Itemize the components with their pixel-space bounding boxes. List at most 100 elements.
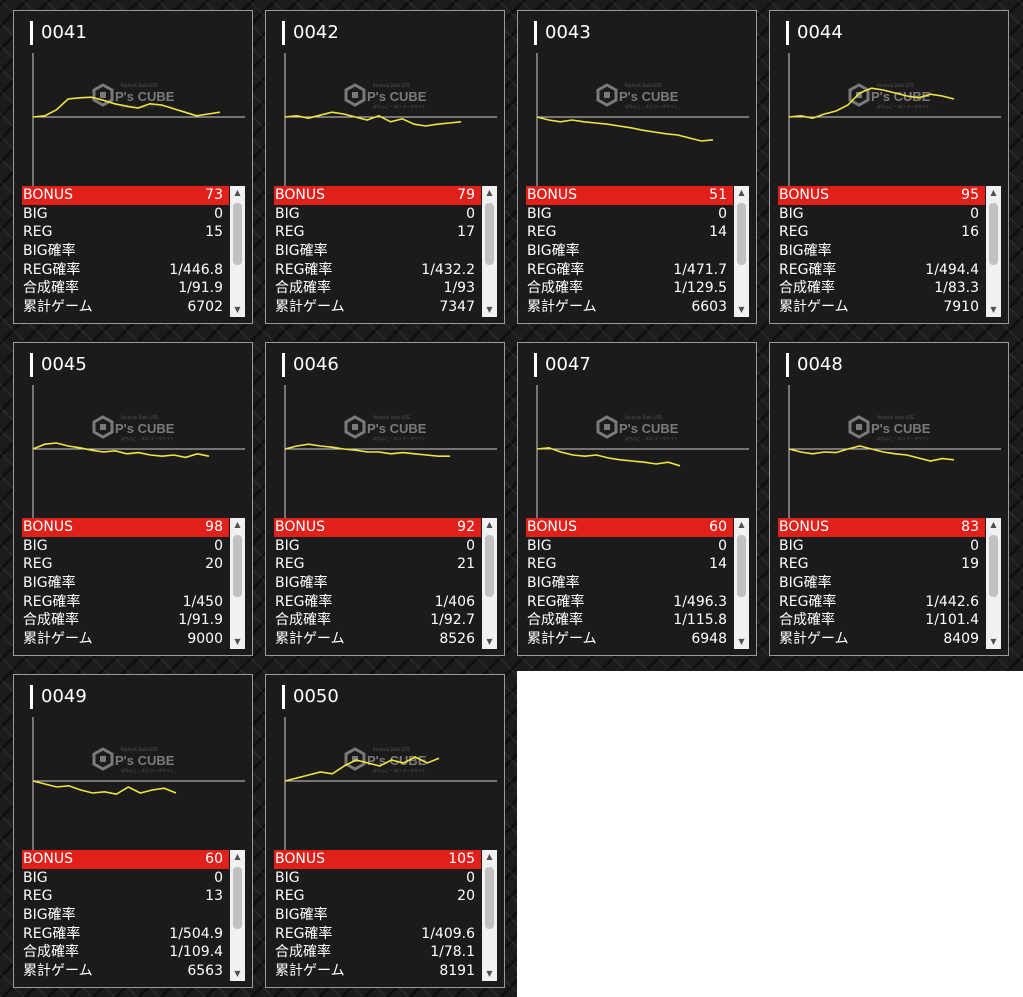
scroll-up-icon[interactable]: ▲ — [486, 188, 493, 197]
table-scrollbar[interactable]: ▲ ▼ — [734, 518, 749, 649]
data-table: BONUS 73 BIG 0 REG 15 BIG確率 REG確率 1/446.8 合成確率 1/9… — [22, 186, 229, 317]
scroll-thumb[interactable] — [233, 867, 242, 929]
scroll-down-icon[interactable]: ▼ — [990, 637, 997, 646]
scroll-thumb[interactable] — [233, 203, 242, 265]
row-label: BIG確率 — [23, 243, 76, 260]
machine-card[interactable]: 0049 P's CUBE Pachislo Data SITE ぱちんこ・スロ デー… — [13, 674, 253, 988]
logo-tagline-bottom: ぱちんこ・スロ データサイト — [121, 103, 174, 109]
row-value: 1/446.8 — [169, 261, 223, 278]
row-label: BIG — [275, 205, 300, 222]
row-label: BIG — [779, 537, 804, 554]
graph-line — [284, 443, 450, 457]
scroll-down-icon[interactable]: ▼ — [234, 637, 241, 646]
scroll-thumb[interactable] — [737, 203, 746, 265]
machine-card[interactable]: 0046 P's CUBE Pachislo Data SITE ぱちんこ・スロ デー… — [265, 342, 505, 656]
row-value: 0 — [214, 205, 223, 222]
machine-card[interactable]: 0044 P's CUBE Pachislo Data SITE ぱちんこ・スロ デー… — [769, 10, 1009, 324]
scroll-thumb[interactable] — [989, 535, 998, 597]
table-scrollbar[interactable]: ▲ ▼ — [230, 518, 245, 649]
table-row-bonus: BONUS 95 — [778, 186, 985, 205]
table-row-big-rate: BIG確率 — [274, 574, 481, 593]
scroll-down-icon[interactable]: ▼ — [990, 305, 997, 314]
logo-tagline-top: Pachislo Data SITE — [625, 415, 662, 420]
row-value: 6603 — [691, 299, 727, 316]
scroll-up-icon[interactable]: ▲ — [990, 520, 997, 529]
scroll-up-icon[interactable]: ▲ — [234, 188, 241, 197]
scroll-up-icon[interactable]: ▲ — [990, 188, 997, 197]
scroll-down-icon[interactable]: ▼ — [486, 305, 493, 314]
row-value: 1/471.7 — [673, 261, 727, 278]
table-scrollbar[interactable]: ▲ ▼ — [734, 186, 749, 317]
table-scrollbar[interactable]: ▲ ▼ — [230, 850, 245, 981]
machine-card[interactable]: 0043 P's CUBE Pachislo Data SITE ぱちんこ・スロ デー… — [517, 10, 757, 324]
row-label: BIG確率 — [23, 907, 76, 924]
row-label: REG — [23, 224, 53, 241]
scroll-up-icon[interactable]: ▲ — [234, 520, 241, 529]
scroll-down-icon[interactable]: ▼ — [234, 305, 241, 314]
machine-card[interactable]: 0041 P's CUBE Pachislo Data SITE ぱちんこ・スロ デー… — [13, 10, 253, 324]
table-scrollbar[interactable]: ▲ ▼ — [986, 186, 1001, 317]
table-row-big: BIG 0 — [274, 869, 481, 888]
machine-card[interactable]: 0042 P's CUBE Pachislo Data SITE ぱちんこ・スロ デー… — [265, 10, 505, 324]
row-value: 1/494.4 — [925, 261, 979, 278]
scroll-up-icon[interactable]: ▲ — [234, 852, 241, 861]
table-row-big-rate: BIG確率 — [22, 242, 229, 261]
scroll-up-icon[interactable]: ▲ — [738, 520, 745, 529]
row-label: BONUS — [23, 851, 73, 867]
row-label: REG — [23, 556, 53, 573]
machine-number: 0042 — [282, 21, 339, 45]
scroll-up-icon[interactable]: ▲ — [486, 520, 493, 529]
scroll-down-icon[interactable]: ▼ — [486, 969, 493, 978]
table-row-reg: REG 13 — [22, 887, 229, 906]
graph-line — [536, 446, 681, 467]
row-label: REG — [275, 224, 305, 241]
scroll-down-icon[interactable]: ▼ — [234, 969, 241, 978]
table-row-combined-rate: 合成確率 1/109.4 — [22, 943, 229, 962]
table-row-big: BIG 0 — [274, 537, 481, 556]
logo-tagline-top: Pachislo Data SITE — [121, 747, 158, 752]
scroll-down-icon[interactable]: ▼ — [486, 637, 493, 646]
scroll-thumb[interactable] — [485, 535, 494, 597]
logo-tagline-bottom: ぱちんこ・スロ データサイト — [373, 767, 426, 773]
row-label: 合成確率 — [275, 280, 331, 297]
scroll-thumb[interactable] — [989, 203, 998, 265]
table-row-reg: REG 14 — [526, 223, 733, 242]
table-row-combined-rate: 合成確率 1/78.1 — [274, 943, 481, 962]
table-row-reg: REG 15 — [22, 223, 229, 242]
machine-card[interactable]: 0045 P's CUBE Pachislo Data SITE ぱちんこ・スロ デー… — [13, 342, 253, 656]
scroll-down-icon[interactable]: ▼ — [738, 305, 745, 314]
table-scrollbar[interactable]: ▲ ▼ — [986, 518, 1001, 649]
data-table: BONUS 95 BIG 0 REG 16 BIG確率 REG確率 1/494.4 合成確率 1/8… — [778, 186, 985, 317]
row-label: BONUS — [275, 519, 325, 535]
row-value: 1/496.3 — [673, 593, 727, 610]
row-value: 8191 — [439, 963, 475, 980]
scroll-thumb[interactable] — [485, 203, 494, 265]
machine-card[interactable]: 0050 P's CUBE Pachislo Data SITE ぱちんこ・スロ デー… — [265, 674, 505, 988]
scroll-up-icon[interactable]: ▲ — [738, 188, 745, 197]
scroll-thumb[interactable] — [233, 535, 242, 597]
scroll-thumb[interactable] — [737, 535, 746, 597]
table-row-big: BIG 0 — [274, 205, 481, 224]
table-row-bonus: BONUS 60 — [526, 518, 733, 537]
scroll-up-icon[interactable]: ▲ — [486, 852, 493, 861]
graph-line — [32, 442, 210, 459]
table-scrollbar[interactable]: ▲ ▼ — [482, 518, 497, 649]
table-scrollbar[interactable]: ▲ ▼ — [482, 850, 497, 981]
table-scrollbar[interactable]: ▲ ▼ — [482, 186, 497, 317]
scroll-down-icon[interactable]: ▼ — [738, 637, 745, 646]
row-label: 合成確率 — [779, 280, 835, 297]
machine-card[interactable]: 0047 P's CUBE Pachislo Data SITE ぱちんこ・スロ デー… — [517, 342, 757, 656]
scroll-thumb[interactable] — [485, 867, 494, 929]
row-value: 6563 — [187, 963, 223, 980]
table-row-reg-rate: REG確率 1/446.8 — [22, 261, 229, 280]
machine-card[interactable]: 0048 P's CUBE Pachislo Data SITE ぱちんこ・スロ デー… — [769, 342, 1009, 656]
table-scrollbar[interactable]: ▲ ▼ — [230, 186, 245, 317]
